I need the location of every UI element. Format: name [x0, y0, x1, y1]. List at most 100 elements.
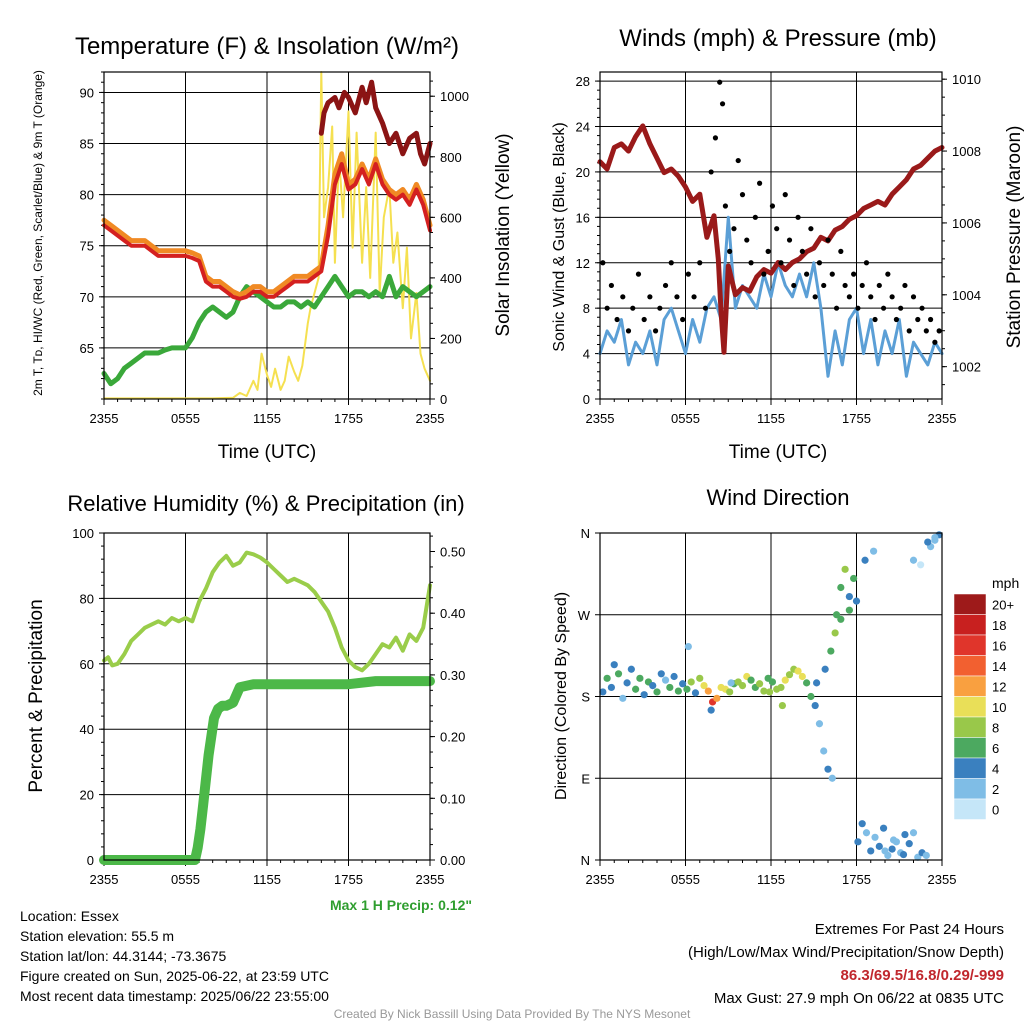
gust-point [635, 271, 642, 277]
precipitation-line [99, 676, 435, 865]
gust-point [872, 316, 878, 323]
direction-point [854, 838, 862, 846]
panel1-ytick-label: 12 [576, 256, 590, 271]
speed-legend-swatch [953, 655, 987, 677]
panel1-ytick-label: 0 [583, 392, 590, 407]
gust-point [851, 271, 857, 277]
gust-point [620, 294, 626, 300]
panel3-ytick-label: N [581, 526, 590, 541]
dewpoint-line [101, 273, 433, 387]
gust-point [668, 260, 674, 266]
speed-legend-swatch [953, 757, 987, 779]
gust-point [614, 316, 620, 323]
panel0-ytick-label: 65 [80, 341, 94, 356]
direction-point [713, 694, 721, 702]
panel1-xtick-label: 2355 [586, 411, 615, 426]
heat-index-line [318, 79, 433, 167]
station-info: Location: Essex Station elevation: 55.5 … [20, 906, 329, 1006]
panel2-y2tick-label: 0.40 [440, 606, 465, 621]
direction-point [852, 597, 861, 605]
gust-point [842, 282, 848, 289]
gust-point [697, 260, 703, 266]
direction-point [832, 611, 841, 619]
direction-point [619, 694, 627, 702]
speed-legend-label: 18 [992, 618, 1006, 633]
speed-legend-label: 8 [992, 720, 999, 735]
panel2-y2tick-label: 0.50 [440, 545, 465, 560]
direction-left-axis-label: Direction (Colored By Speed) [553, 592, 570, 800]
gust-point [885, 271, 891, 277]
direction-point [821, 665, 829, 673]
direction-point [889, 836, 898, 844]
panel0-ytick-label: 70 [80, 290, 94, 305]
speed-legend-label: 4 [992, 761, 999, 776]
gust-point [868, 294, 874, 300]
panel2-y2tick-label: 0.10 [440, 791, 465, 806]
gust-point [795, 214, 801, 220]
gust-point [876, 282, 882, 289]
gust-point [902, 282, 908, 289]
panel3-xtick-label: 2355 [928, 872, 957, 887]
panel2-xtick-label: 1755 [334, 872, 363, 887]
direction-point [687, 678, 695, 686]
wind-x-axis-label: Time (UTC) [729, 442, 828, 463]
direction-point [861, 556, 869, 564]
direction-point [781, 676, 789, 684]
gust-point [630, 305, 636, 311]
gust-point [600, 260, 606, 266]
temp-x-axis-label: Time (UTC) [218, 442, 317, 463]
panel0-y2tick-label: 400 [440, 271, 462, 286]
direction-point [738, 682, 747, 690]
direction-point [777, 683, 785, 692]
gust-point [821, 282, 827, 289]
gust-point [735, 157, 741, 164]
direction-point [831, 629, 839, 637]
wind-panel-title: Winds (mph) & Pressure (mb) [619, 25, 936, 52]
max-gust: Max Gust: 27.9 mph On 06/22 at 0835 UTC [713, 990, 1004, 1007]
figure-created: Figure created on Sun, 2025-06-22, at 23… [20, 968, 329, 984]
panel2-ytick-label: 60 [80, 657, 94, 672]
temp-2m-line [102, 162, 432, 301]
direction-point [760, 687, 768, 695]
speed-legend-label: 20+ [992, 597, 1014, 612]
panel1-ytick-label: 28 [576, 74, 590, 89]
direction-point [657, 670, 665, 678]
direction-panel-title: Wind Direction [706, 485, 849, 510]
direction-point [931, 533, 939, 542]
gust-point [928, 316, 934, 323]
panel0-frame [103, 71, 431, 400]
panel0-xtick-label: 1155 [253, 411, 281, 426]
panel2-frame [103, 532, 431, 861]
panel3-ytick-label: E [581, 771, 590, 786]
direction-point [603, 674, 611, 682]
direction-point [871, 833, 879, 841]
panel3-xtick-label: 0555 [671, 872, 700, 887]
gust-point [744, 237, 750, 243]
direction-point [798, 672, 806, 681]
temp-right-axis-label: Solar Insolation (Yellow) [493, 133, 514, 336]
direction-point [707, 706, 715, 714]
gust-point [889, 294, 895, 300]
direction-point [649, 682, 657, 690]
direction-point [845, 606, 853, 614]
gust-point [838, 248, 844, 254]
direction-point [756, 680, 764, 688]
direction-point [837, 583, 845, 592]
direction-point [820, 747, 828, 755]
direction-point [768, 678, 777, 686]
panel2-xtick-label: 2355 [90, 872, 119, 887]
direction-point [815, 720, 824, 728]
panel3-ytick-label: W [578, 608, 591, 623]
direction-point [700, 682, 708, 690]
gust-point [791, 282, 797, 289]
wind-left-axis-label: Sonic Wind & Gust (Blue, Black) [551, 122, 568, 351]
gust-point [625, 328, 632, 334]
extremes-values: 86.3/69.5/16.8/0.29/-999 [840, 967, 1004, 984]
speed-legend-swatch [953, 614, 987, 636]
gust-point [652, 328, 659, 334]
direction-point [653, 688, 661, 696]
relative-humidity-line [102, 550, 432, 673]
direction-point [881, 847, 889, 855]
gust-point [893, 316, 900, 323]
